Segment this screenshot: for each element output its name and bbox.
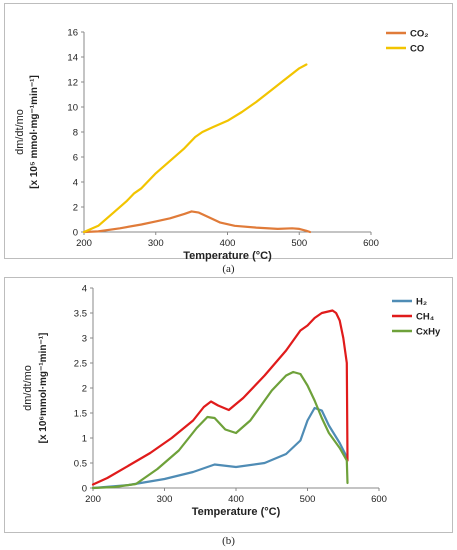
chart-a-y-tick-label: 6 bbox=[73, 153, 78, 164]
chart-b-y-tick-label: 3.5 bbox=[74, 309, 87, 320]
chart-a-legend-label: CO bbox=[410, 44, 424, 55]
chart-a-y-axis-label-line2: [x 10⁵ mmol·mg⁻¹min⁻¹] bbox=[29, 75, 40, 189]
chart-a-y-tick-label: 0 bbox=[73, 228, 78, 239]
chart-b-legend-label: H₂ bbox=[416, 297, 427, 308]
chart-b-y-tick-label: 4 bbox=[82, 284, 87, 295]
chart-b-svg: 0 0.5 1 1.5 2 2.5 3 3.5 4 200 300 400 500 600 Temperat… bbox=[22, 284, 441, 519]
chart-b-y-axis-label-line2: [x 10⁶mmol·mg⁻¹min⁻¹] bbox=[38, 333, 49, 444]
chart-b-x-tick-label: 200 bbox=[85, 494, 101, 505]
chart-a-y-tick-label: 4 bbox=[73, 178, 78, 189]
caption-b: (b) bbox=[222, 535, 235, 547]
chart-a-y-tick-label: 10 bbox=[67, 103, 78, 114]
chart-b-x-tick-label: 400 bbox=[228, 494, 244, 505]
chart-b-x-tick-label: 300 bbox=[157, 494, 173, 505]
chart-a-y-axis-label-line1: dm/dt/mo bbox=[14, 109, 26, 155]
chart-b-x-tick-label: 500 bbox=[300, 494, 316, 505]
chart-b-y-tick-label: 0 bbox=[82, 484, 87, 495]
chart-a-y-tick-label: 16 bbox=[67, 28, 78, 39]
chart-b-legend-label: CxHy bbox=[416, 327, 441, 338]
chart-a-svg: 0 2 4 6 8 10 12 14 16 200 300 400 500 600 Temperature … bbox=[14, 28, 428, 263]
chart-b-y-axis-label-line1: dm/dt/mo bbox=[22, 365, 34, 411]
caption-a: (a) bbox=[222, 263, 235, 275]
chart-a-x-tick-label: 500 bbox=[291, 238, 307, 249]
chart-a-x-tick-label: 400 bbox=[220, 238, 236, 249]
chart-a-x-axis-label: Temperature (°C) bbox=[183, 250, 272, 262]
chart-b-series-line-2 bbox=[91, 370, 349, 490]
chart-b-x-axis-label: Temperature (°C) bbox=[192, 506, 281, 518]
chart-b-x-tick-label: 600 bbox=[371, 494, 387, 505]
chart-b-legend-label: CH₄ bbox=[416, 312, 435, 323]
chart-a-legend-label: CO₂ bbox=[410, 29, 428, 40]
chart-a-y-tick-label: 2 bbox=[73, 203, 78, 214]
chart-panel-b: 0 0.5 1 1.5 2 2.5 3 3.5 4 200 300 400 500 600 Temperat… bbox=[4, 277, 453, 533]
chart-b-y-tick-label: 1 bbox=[82, 434, 87, 445]
chart-a-y-tick-label: 12 bbox=[67, 78, 78, 89]
chart-b-y-tick-label: 1.5 bbox=[74, 409, 87, 420]
chart-panel-a: 0 2 4 6 8 10 12 14 16 200 300 400 500 600 Temperature … bbox=[4, 3, 453, 263]
chart-b-y-tick-label: 2.5 bbox=[74, 359, 87, 370]
chart-a-y-tick-label: 14 bbox=[67, 53, 78, 64]
chart-a-x-tick-label: 200 bbox=[76, 238, 92, 249]
chart-b-series-line-1 bbox=[91, 309, 349, 486]
chart-b-y-tick-label: 2 bbox=[82, 384, 87, 395]
chart-a-x-tick-label: 600 bbox=[363, 238, 379, 249]
chart-a-series-line-0 bbox=[82, 210, 312, 234]
chart-b-y-tick-label: 0.5 bbox=[74, 459, 87, 470]
chart-a-x-tick-label: 300 bbox=[148, 238, 164, 249]
chart-b-series-line-0 bbox=[91, 406, 348, 490]
chart-a-y-tick-label: 8 bbox=[73, 128, 78, 139]
chart-b-y-tick-label: 3 bbox=[82, 334, 87, 345]
chart-a-series-line-1 bbox=[82, 63, 308, 234]
